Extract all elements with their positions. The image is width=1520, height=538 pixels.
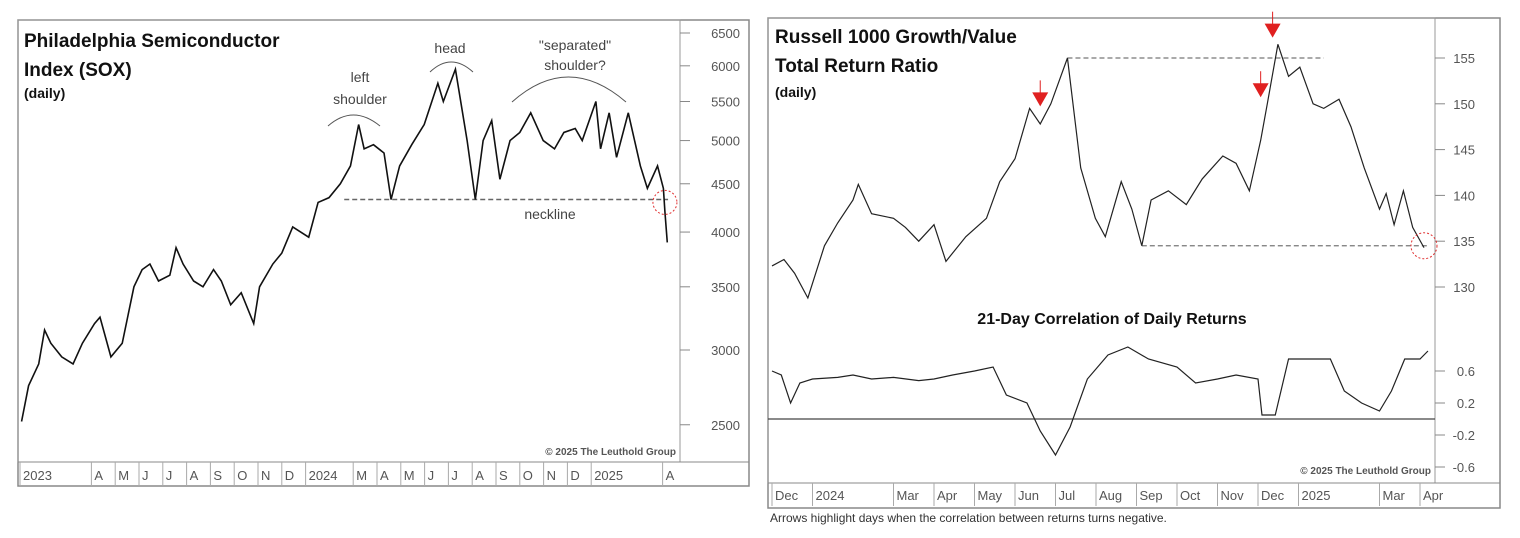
russell-x-tick-label: Jun	[1018, 488, 1039, 503]
ratio-y-tick-label: 140	[1453, 188, 1475, 203]
sox-x-tick-label: S	[213, 468, 222, 483]
ann-left-shoulder-1: left	[351, 69, 370, 85]
neckline-label: neckline	[524, 206, 576, 222]
sox-title-line1: Philadelphia Semiconductor	[24, 31, 280, 52]
russell-x-tick-label: Jul	[1059, 488, 1076, 503]
sox-x-tick-label: O	[523, 468, 533, 483]
highlight-circle	[652, 189, 678, 215]
red-down-arrow-icon	[1032, 92, 1049, 107]
sox-copyright: © 2025 The Leuthold Group	[545, 447, 676, 458]
sox-x-tick-label: M	[404, 468, 415, 483]
sox-y-tick-label: 4000	[711, 225, 740, 240]
corr-y-tick-label: 0.2	[1457, 396, 1475, 411]
russell-x-tick-label: Oct	[1180, 488, 1201, 503]
sox-y-tick-label: 4500	[711, 177, 740, 192]
sox-x-tick-label: 2023	[23, 468, 52, 483]
russell-x-tick-label: Dec	[775, 488, 799, 503]
red-down-arrow-icon	[1252, 83, 1269, 98]
sox-x-tick-label: J	[451, 468, 458, 483]
russell-x-tick-label: Dec	[1261, 488, 1285, 503]
correlation-title: 21-Day Correlation of Daily Returns	[977, 311, 1247, 328]
sox-x-tick-label: N	[547, 468, 556, 483]
russell-x-tick-label: Apr	[1423, 488, 1444, 503]
sox-y-tick-label: 6500	[711, 26, 740, 41]
sox-x-tick-label: O	[237, 468, 247, 483]
sox-x-tick-label: A	[190, 468, 199, 483]
russell-x-tick-label: Sep	[1140, 488, 1163, 503]
sox-x-tick-label: A	[94, 468, 103, 483]
sox-x-tick-label: D	[570, 468, 579, 483]
sox-y-tick-label: 2500	[711, 418, 740, 433]
sox-y-tick-label: 5000	[711, 134, 740, 149]
sox-x-tick-label: D	[285, 468, 294, 483]
corr-y-tick-label: 0.6	[1457, 364, 1475, 379]
left-shoulder-arc	[327, 114, 381, 127]
ann-separated-1: "separated"	[539, 37, 611, 53]
ratio-y-tick-label: 145	[1453, 143, 1475, 158]
russell-x-tick-label: 2025	[1302, 488, 1331, 503]
corr-y-tick-label: -0.2	[1453, 428, 1475, 443]
sox-series-line	[20, 66, 669, 422]
ratio-series-line	[771, 44, 1425, 300]
ratio-y-tick-label: 130	[1453, 280, 1475, 295]
red-down-arrow-icon	[1264, 23, 1281, 38]
sox-title-line2: Index (SOX)	[24, 60, 132, 81]
sox-frame	[17, 19, 750, 487]
sox-x-tick-label: 2025	[594, 468, 623, 483]
sox-y-tick-label: 3000	[711, 343, 740, 358]
ann-left-shoulder-2: shoulder	[333, 91, 387, 107]
correlation-series-line	[771, 346, 1429, 457]
corr-y-tick-label: -0.6	[1453, 460, 1475, 475]
russell-x-tick-label: Mar	[1383, 488, 1406, 503]
russell-x-tick-label: Apr	[937, 488, 958, 503]
sox-x-tick-label: S	[499, 468, 508, 483]
sox-plot-area	[17, 19, 681, 463]
russell-copyright: © 2025 The Leuthold Group	[1300, 466, 1431, 477]
sox-x-tick-label: J	[166, 468, 173, 483]
russell-chart: Russell 1000 Growth/Value Total Return R…	[767, 11, 1501, 509]
sox-x-tick-label: M	[356, 468, 367, 483]
russell-title-line2: Total Return Ratio	[775, 56, 938, 77]
russell-x-tick-label: Mar	[897, 488, 920, 503]
russell-plot-area	[767, 17, 1436, 484]
sox-x-tick-label: J	[142, 468, 149, 483]
highlight-circle	[1410, 232, 1438, 260]
russell-subtitle: (daily)	[775, 84, 816, 100]
ann-separated-2: shoulder?	[544, 57, 606, 73]
ann-head: head	[434, 40, 465, 56]
sox-x-tick-label: J	[428, 468, 435, 483]
sox-y-tick-label: 5500	[711, 94, 740, 109]
ratio-y-tick-label: 135	[1453, 234, 1475, 249]
sox-subtitle: (daily)	[24, 85, 65, 101]
sox-y-tick-label: 3500	[711, 280, 740, 295]
separated-shoulder-arc	[511, 76, 627, 103]
sox-x-tick-label: A	[666, 468, 675, 483]
ratio-y-tick-label: 150	[1453, 97, 1475, 112]
russell-x-tick-label: Nov	[1221, 488, 1245, 503]
russell-x-tick-label: Aug	[1099, 488, 1122, 503]
russell-x-tick-label: May	[978, 488, 1003, 503]
russell-title-line1: Russell 1000 Growth/Value	[775, 27, 1017, 48]
russell-x-tick-label: 2024	[816, 488, 845, 503]
head-arc	[429, 61, 474, 73]
sox-x-tick-label: A	[475, 468, 484, 483]
sox-x-tick-label: N	[261, 468, 270, 483]
ratio-y-tick-label: 155	[1453, 51, 1475, 66]
chart-caption: Arrows highlight days when the correlati…	[770, 511, 1167, 525]
sox-y-tick-label: 6000	[711, 59, 740, 74]
sox-x-tick-label: 2024	[309, 468, 338, 483]
sox-x-tick-label: A	[380, 468, 389, 483]
sox-x-tick-label: M	[118, 468, 129, 483]
sox-chart: Philadelphia Semiconductor Index (SOX) (…	[17, 19, 750, 487]
russell-frame	[767, 17, 1501, 509]
